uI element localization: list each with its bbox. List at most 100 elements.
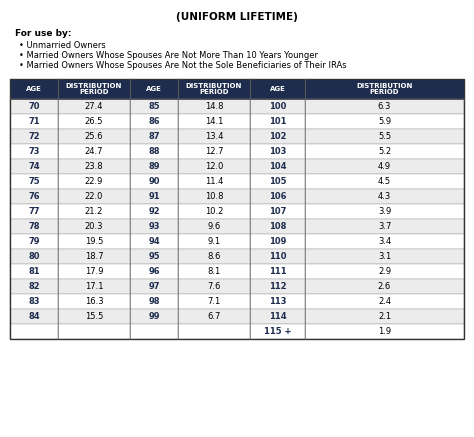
Text: 105: 105: [269, 177, 286, 186]
Bar: [305, 324, 464, 339]
Text: • Married Owners Whose Spouses Are Not the Sole Beneficiaries of Their IRAs: • Married Owners Whose Spouses Are Not t…: [19, 61, 346, 70]
Text: 7.1: 7.1: [207, 297, 220, 306]
Bar: [178, 189, 250, 204]
Text: 71: 71: [28, 117, 40, 126]
Text: AGE: AGE: [26, 86, 42, 92]
Bar: [130, 99, 178, 114]
Bar: [250, 204, 305, 219]
Text: 99: 99: [148, 312, 160, 321]
Bar: [58, 264, 130, 279]
Bar: [178, 99, 250, 114]
Bar: [10, 129, 58, 144]
Text: 87: 87: [148, 132, 160, 141]
Bar: [10, 159, 58, 174]
Bar: [305, 79, 464, 99]
Bar: [250, 99, 305, 114]
Bar: [250, 279, 305, 294]
Text: 90: 90: [148, 177, 160, 186]
Text: 101: 101: [269, 117, 286, 126]
Bar: [10, 294, 58, 309]
Bar: [305, 219, 464, 234]
Text: 78: 78: [28, 222, 40, 231]
Bar: [305, 189, 464, 204]
Text: 72: 72: [28, 132, 40, 141]
Text: 17.1: 17.1: [85, 282, 103, 291]
Bar: [250, 159, 305, 174]
Bar: [130, 219, 178, 234]
Bar: [58, 114, 130, 129]
Text: 110: 110: [269, 252, 286, 261]
Bar: [250, 174, 305, 189]
Bar: [250, 324, 305, 339]
Bar: [250, 219, 305, 234]
Text: 109: 109: [269, 237, 286, 246]
Text: • Unmarried Owners: • Unmarried Owners: [19, 41, 106, 50]
Bar: [58, 174, 130, 189]
Bar: [250, 114, 305, 129]
Bar: [58, 309, 130, 324]
Bar: [10, 324, 58, 339]
Bar: [178, 219, 250, 234]
Text: AGE: AGE: [146, 86, 162, 92]
Text: 10.8: 10.8: [205, 192, 223, 201]
Text: (UNIFORM LIFETIME): (UNIFORM LIFETIME): [176, 12, 298, 22]
Bar: [130, 324, 178, 339]
Bar: [58, 144, 130, 159]
Text: 73: 73: [28, 147, 40, 156]
Text: 104: 104: [269, 162, 286, 171]
Text: 2.9: 2.9: [378, 267, 391, 276]
Text: 115 +: 115 +: [264, 327, 291, 336]
Text: 106: 106: [269, 192, 286, 201]
Bar: [305, 204, 464, 219]
Text: 3.4: 3.4: [378, 237, 391, 246]
Bar: [58, 324, 130, 339]
Text: 79: 79: [28, 237, 40, 246]
Bar: [58, 189, 130, 204]
Text: 91: 91: [148, 192, 160, 201]
Bar: [178, 294, 250, 309]
Text: 25.6: 25.6: [85, 132, 103, 141]
Text: 95: 95: [148, 252, 160, 261]
Text: 5.5: 5.5: [378, 132, 391, 141]
Text: 108: 108: [269, 222, 286, 231]
Text: 76: 76: [28, 192, 40, 201]
Bar: [130, 309, 178, 324]
Bar: [10, 219, 58, 234]
Bar: [250, 129, 305, 144]
Bar: [305, 129, 464, 144]
Bar: [178, 234, 250, 249]
Text: 9.6: 9.6: [207, 222, 220, 231]
Bar: [130, 129, 178, 144]
Bar: [130, 264, 178, 279]
Bar: [58, 234, 130, 249]
Bar: [10, 99, 58, 114]
Text: 14.8: 14.8: [205, 102, 223, 111]
Bar: [305, 159, 464, 174]
Bar: [250, 309, 305, 324]
Bar: [10, 264, 58, 279]
Text: • Married Owners Whose Spouses Are Not More Than 10 Years Younger: • Married Owners Whose Spouses Are Not M…: [19, 51, 318, 60]
Bar: [10, 279, 58, 294]
Text: 22.0: 22.0: [85, 192, 103, 201]
Text: 24.7: 24.7: [85, 147, 103, 156]
Text: 16.3: 16.3: [85, 297, 103, 306]
Text: 112: 112: [269, 282, 286, 291]
Text: 17.9: 17.9: [85, 267, 103, 276]
Text: 21.2: 21.2: [85, 207, 103, 216]
Text: 15.5: 15.5: [85, 312, 103, 321]
Bar: [305, 264, 464, 279]
Text: 96: 96: [148, 267, 160, 276]
Bar: [178, 114, 250, 129]
Bar: [10, 249, 58, 264]
Bar: [130, 79, 178, 99]
Text: DISTRIBUTION
PERIOD: DISTRIBUTION PERIOD: [66, 83, 122, 96]
Text: 10.2: 10.2: [205, 207, 223, 216]
Bar: [178, 309, 250, 324]
Text: 14.1: 14.1: [205, 117, 223, 126]
Text: For use by:: For use by:: [15, 29, 72, 38]
Bar: [130, 279, 178, 294]
Bar: [10, 79, 58, 99]
Text: 3.9: 3.9: [378, 207, 391, 216]
Text: 8.6: 8.6: [207, 252, 221, 261]
Text: 107: 107: [269, 207, 286, 216]
